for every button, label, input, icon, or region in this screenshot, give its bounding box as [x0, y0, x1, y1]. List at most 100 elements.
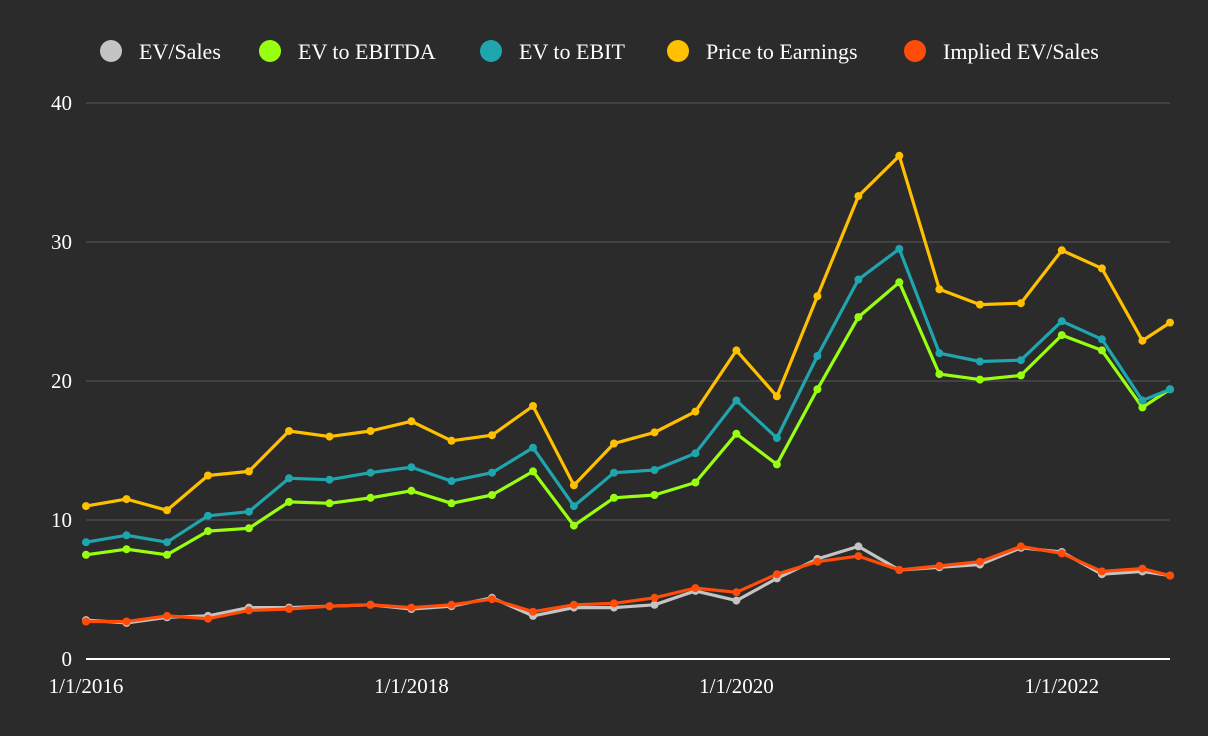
- data-point: [732, 596, 741, 605]
- data-point: [244, 507, 253, 516]
- data-point: [163, 611, 171, 620]
- data-point: [813, 385, 822, 394]
- legend-marker: [100, 40, 122, 62]
- data-point: [895, 566, 904, 574]
- data-point: [488, 468, 496, 477]
- data-point: [935, 370, 944, 379]
- data-point: [163, 538, 171, 547]
- data-point: [488, 491, 496, 499]
- data-point: [1057, 549, 1066, 558]
- data-point: [610, 439, 618, 448]
- data-point: [325, 475, 334, 484]
- data-point: [732, 396, 741, 405]
- data-point: [1166, 318, 1174, 327]
- data-point: [935, 561, 944, 570]
- data-point: [407, 603, 416, 612]
- legend-item-ev-to-ebit[interactable]: EV to EBIT: [480, 39, 625, 64]
- data-point: [813, 292, 822, 301]
- series-price-to-earnings: [82, 151, 1174, 515]
- data-point: [366, 493, 375, 502]
- grid: [86, 102, 1170, 521]
- data-point: [569, 600, 578, 609]
- data-point: [407, 486, 416, 495]
- data-point: [366, 468, 375, 477]
- legend-marker: [480, 40, 502, 62]
- data-point: [772, 460, 781, 469]
- data-point: [772, 392, 781, 401]
- data-point: [813, 352, 822, 360]
- data-point: [895, 244, 904, 253]
- series-layer: [82, 151, 1174, 627]
- data-point: [529, 467, 537, 476]
- data-point: [325, 602, 334, 611]
- data-point: [854, 313, 863, 322]
- data-point: [447, 477, 456, 486]
- data-point: [691, 584, 700, 593]
- legend-marker: [259, 40, 281, 62]
- legend-item-ev-to-ebitda[interactable]: EV to EBITDA: [259, 39, 436, 64]
- data-point: [975, 300, 984, 309]
- legend-label: Price to Earnings: [706, 39, 858, 64]
- data-point: [975, 375, 984, 384]
- x-tick-label: 1/1/2020: [699, 674, 774, 698]
- data-point: [1016, 371, 1025, 380]
- legend-item-ev-sales[interactable]: EV/Sales: [100, 39, 221, 64]
- data-point: [1097, 346, 1106, 355]
- data-point: [1138, 564, 1147, 573]
- data-point: [854, 275, 863, 284]
- data-point: [691, 449, 700, 458]
- data-point: [772, 434, 781, 442]
- series-line-ev-to-ebit: [84, 247, 1172, 544]
- data-point: [204, 527, 212, 536]
- legend-marker: [904, 40, 926, 62]
- data-point: [650, 466, 659, 474]
- legend-label: EV/Sales: [139, 39, 221, 64]
- data-point: [569, 481, 578, 490]
- data-point: [82, 617, 90, 626]
- data-point: [204, 471, 212, 480]
- data-point: [975, 557, 984, 566]
- data-point: [447, 436, 456, 445]
- series-line-ev-sales: [84, 544, 1172, 625]
- series-line-price-to-earnings: [84, 154, 1172, 512]
- data-point: [650, 428, 659, 437]
- x-tick-label: 1/1/2016: [49, 674, 124, 698]
- series-ev-to-ebitda: [82, 278, 1174, 559]
- legend-label: EV to EBIT: [519, 39, 625, 64]
- data-point: [1057, 331, 1066, 340]
- data-point: [447, 600, 456, 609]
- data-point: [650, 593, 659, 602]
- data-point: [610, 493, 618, 502]
- data-point: [204, 511, 212, 520]
- data-point: [407, 417, 416, 426]
- data-point: [1097, 567, 1106, 576]
- data-point: [1016, 542, 1025, 551]
- legend: EV/Sales EV to EBITDA EV to EBIT Price to E…: [100, 39, 1099, 64]
- y-tick-label: 20: [51, 369, 72, 393]
- data-point: [325, 432, 334, 441]
- data-point: [244, 524, 253, 533]
- data-point: [895, 151, 904, 160]
- data-point: [1138, 396, 1147, 405]
- data-point: [1166, 385, 1174, 394]
- data-point: [935, 285, 944, 294]
- data-point: [1016, 299, 1025, 308]
- data-point: [1138, 336, 1147, 345]
- data-point: [650, 600, 659, 609]
- data-point: [732, 346, 741, 355]
- legend-item-implied-ev-sales[interactable]: Implied EV/Sales: [904, 39, 1099, 64]
- data-point: [447, 499, 456, 508]
- legend-item-price-to-earnings[interactable]: Price to Earnings: [667, 39, 858, 64]
- data-point: [854, 542, 863, 551]
- data-point: [285, 497, 293, 506]
- y-tick-label: 30: [51, 230, 72, 254]
- data-point: [610, 599, 618, 608]
- series-line-implied-ev-sales: [84, 544, 1172, 624]
- x-tick-label: 1/1/2018: [374, 674, 449, 698]
- y-tick-label: 0: [62, 647, 73, 671]
- x-tick-label: 1/1/2022: [1024, 674, 1099, 698]
- data-point: [650, 491, 659, 499]
- data-point: [1097, 335, 1106, 344]
- data-point: [732, 429, 741, 438]
